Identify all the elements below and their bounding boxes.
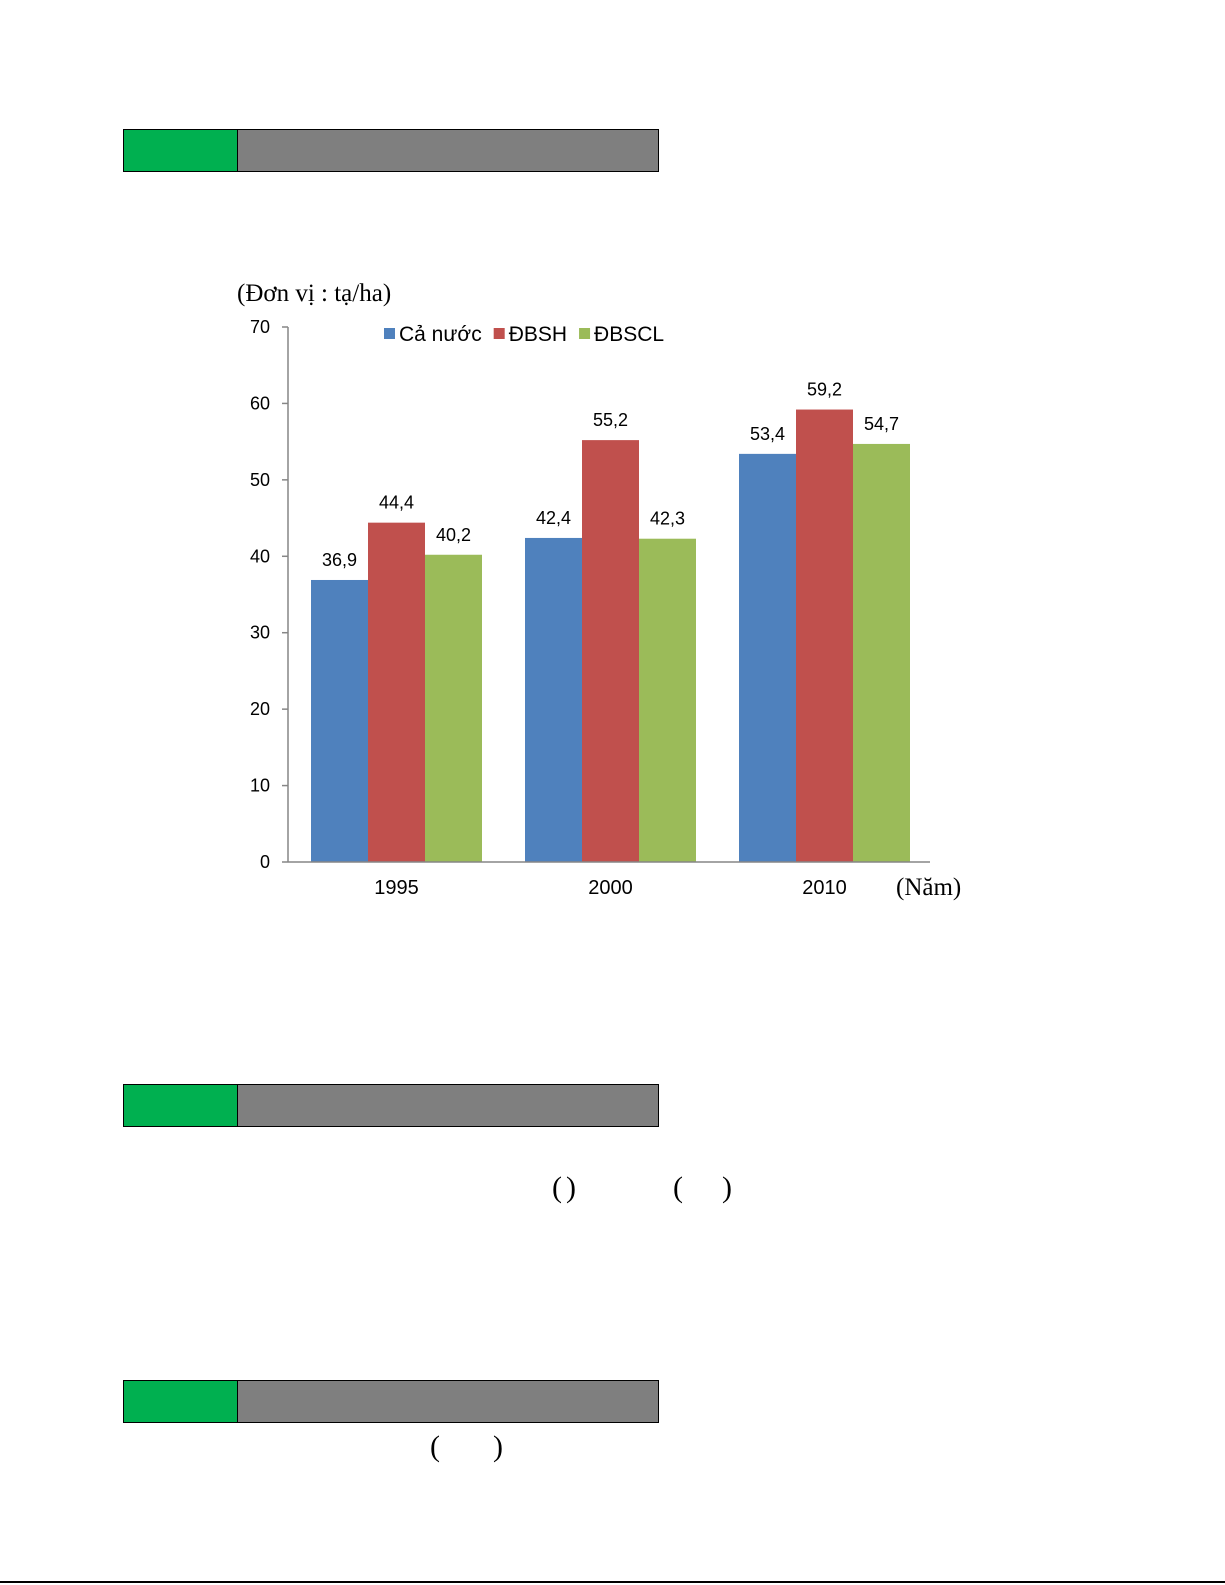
legend-swatch xyxy=(384,328,395,339)
bars: 36,9 44,4 40,2 42,4 55,2 42,3 53,4 59,2 54,7 xyxy=(311,380,910,862)
section-header-green-block xyxy=(124,130,238,171)
data-label: 44,4 xyxy=(379,493,414,513)
section-header-gray-block xyxy=(238,130,658,171)
bar xyxy=(639,538,696,862)
paren-close: ) xyxy=(493,1430,503,1463)
section-header-bar xyxy=(123,129,659,172)
y-axis: 0 10 20 30 40 50 60 70 xyxy=(250,317,289,872)
data-label: 42,3 xyxy=(650,509,685,529)
bar xyxy=(368,522,425,862)
paren-close: ) xyxy=(722,1171,732,1204)
bar xyxy=(425,554,482,862)
bar-chart: (Đơn vị : tạ/ha) 0 10 20 30 40 50 60 70 36,9 44,… xyxy=(237,280,961,901)
data-label: 42,4 xyxy=(536,508,571,528)
x-tick-label: 2010 xyxy=(802,877,847,899)
section-header-bar xyxy=(123,1084,659,1127)
data-label: 53,4 xyxy=(750,424,785,444)
y-tick-label: 40 xyxy=(250,546,270,566)
legend-swatch xyxy=(579,328,591,339)
legend-label: Cả nước xyxy=(399,323,482,346)
y-tick-label: 50 xyxy=(250,470,270,490)
y-tick-label: 10 xyxy=(250,776,270,796)
x-axis: 1995 2000 2010 xyxy=(288,861,930,899)
section-header-bar xyxy=(123,1380,659,1423)
bar xyxy=(582,440,639,862)
bar xyxy=(796,409,853,862)
data-label: 54,7 xyxy=(864,414,899,434)
section-header-green-block xyxy=(124,1381,238,1422)
paren-open: ( xyxy=(673,1171,683,1204)
paren-open: ( xyxy=(552,1171,562,1204)
y-tick-label: 60 xyxy=(250,393,270,413)
y-tick-label: 30 xyxy=(250,623,270,643)
bar xyxy=(311,579,368,862)
y-tick-label: 0 xyxy=(260,852,270,872)
paren-open: ( xyxy=(430,1430,440,1463)
x-tick-label: 1995 xyxy=(374,877,419,899)
section-header-gray-block xyxy=(238,1381,658,1422)
y-tick-label: 20 xyxy=(250,699,270,719)
y-tick-label: 70 xyxy=(250,317,270,337)
data-label: 40,2 xyxy=(436,525,471,545)
bar xyxy=(853,443,910,862)
section-header-gray-block xyxy=(238,1085,658,1126)
legend-label: ĐBSH xyxy=(509,323,567,346)
chart-legend: Cả nước ĐBSH ĐBSCL xyxy=(384,323,664,346)
x-tick-label: 2000 xyxy=(588,877,633,899)
paren-close: ) xyxy=(566,1171,576,1204)
legend-label: ĐBSCL xyxy=(594,323,664,346)
data-label: 36,9 xyxy=(322,550,357,570)
chart-unit-label: (Đơn vị : tạ/ha) xyxy=(237,280,391,307)
x-axis-unit-label: (Năm) xyxy=(896,874,961,901)
bar xyxy=(525,537,582,862)
data-label: 55,2 xyxy=(593,410,628,430)
bottom-rule xyxy=(0,1581,1225,1583)
legend-swatch xyxy=(493,328,505,339)
section-header-green-block xyxy=(124,1085,238,1126)
bar xyxy=(739,453,796,862)
data-label: 59,2 xyxy=(807,380,842,400)
